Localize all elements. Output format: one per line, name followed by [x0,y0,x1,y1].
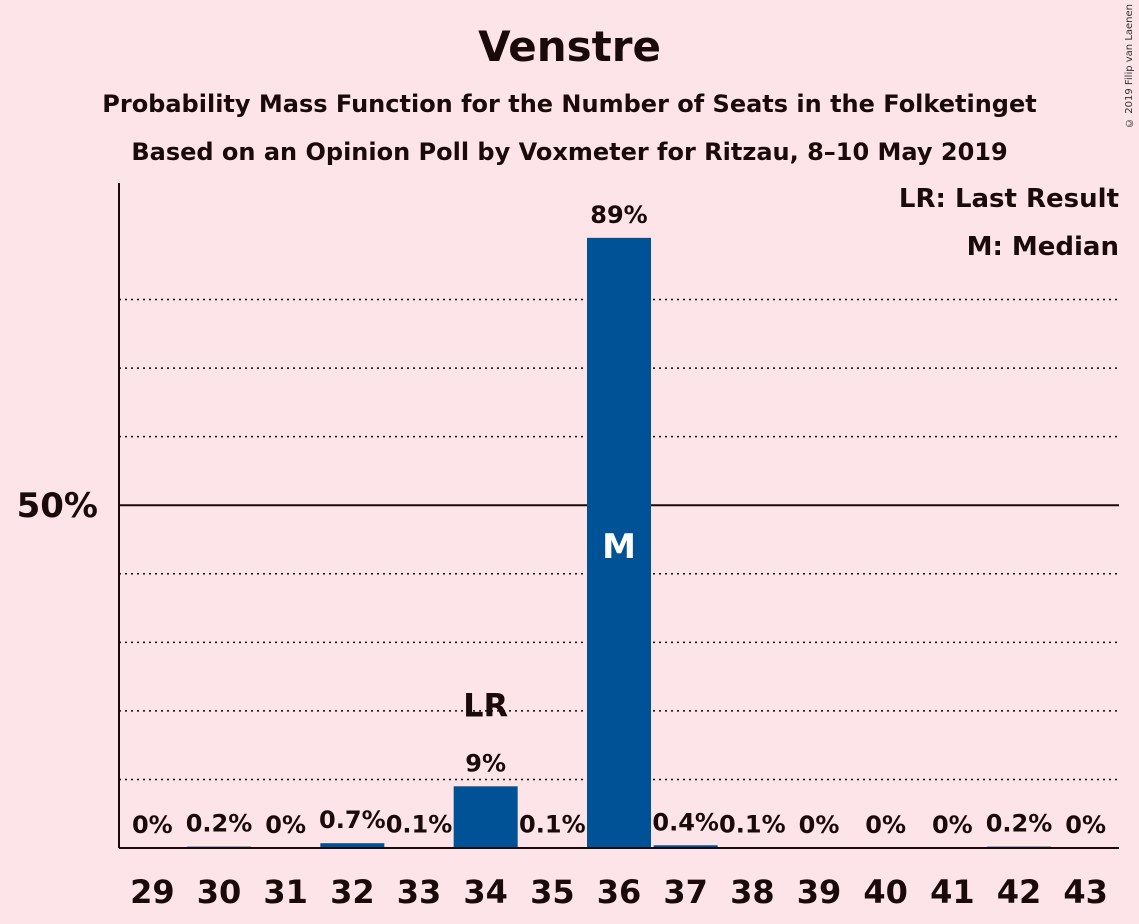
x-tick-label-39: 39 [797,873,842,911]
data-label-38: 0.1% [719,810,786,838]
bar-36 [587,237,651,849]
bar-34 [453,786,518,848]
x-tick-label-35: 35 [530,873,575,911]
legend-last-result: LR: Last Result [898,184,1119,214]
median-marker: M [602,527,636,567]
chart-source: Based on an Opinion Poll by Voxmeter for… [131,138,1008,166]
data-label-30: 0.2% [186,810,253,838]
x-tick-label-33: 33 [397,873,442,911]
data-label-35: 0.1% [519,810,586,838]
x-tick-label-32: 32 [330,873,375,911]
data-label-31: 0% [265,811,306,839]
x-tick-label-31: 31 [263,873,308,911]
data-label-39: 0% [799,811,840,839]
bar-32 [320,843,385,848]
data-label-29: 0% [132,811,173,839]
bar-37 [653,845,718,848]
x-tick-label-34: 34 [463,873,508,911]
x-tick-label-38: 38 [730,873,775,911]
y-tick-label: 50% [17,486,98,526]
x-tick-label-43: 43 [1063,873,1108,911]
x-tick-label-41: 41 [930,873,975,911]
x-tick-label-37: 37 [663,873,708,911]
data-label-32: 0.7% [319,806,386,834]
data-label-36: 89% [590,201,647,229]
data-label-37: 0.4% [652,808,719,836]
x-tick-label-40: 40 [863,873,908,911]
data-label-41: 0% [932,811,973,839]
x-tick-label-30: 30 [197,873,242,911]
x-tick-label-36: 36 [597,873,642,911]
data-label-34: 9% [465,749,506,777]
x-tick-label-42: 42 [997,873,1042,911]
data-label-40: 0% [865,811,906,839]
data-label-42: 0.2% [986,810,1053,838]
data-label-43: 0% [1065,811,1106,839]
legend-median: M: Median [966,232,1119,262]
chart-title: Venstre [478,22,661,71]
data-label-33: 0.1% [386,810,453,838]
chart-subtitle: Probability Mass Function for the Number… [102,90,1037,118]
last-result-marker: LR [463,686,508,724]
x-tick-label-29: 29 [130,873,175,911]
